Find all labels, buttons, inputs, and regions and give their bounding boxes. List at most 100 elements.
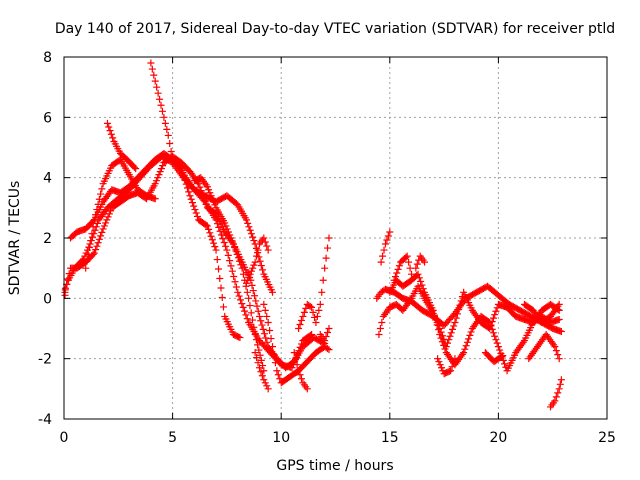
data-point-marker xyxy=(221,219,229,227)
data-point-marker xyxy=(437,364,445,372)
data-point-marker xyxy=(309,308,317,316)
data-point-marker xyxy=(274,371,282,379)
data-point-marker xyxy=(461,345,469,353)
data-point-marker xyxy=(451,318,459,326)
data-point-marker xyxy=(412,264,420,272)
data-point-marker xyxy=(465,335,473,343)
data-point-marker xyxy=(556,380,564,388)
data-point-marker xyxy=(256,257,264,265)
data-point-marker xyxy=(150,71,158,79)
data-point-marker xyxy=(242,311,250,319)
data-point-marker xyxy=(64,275,72,283)
data-point-marker xyxy=(252,297,260,305)
data-point-marker xyxy=(105,210,113,218)
x-tick-label: 20 xyxy=(489,430,507,446)
data-point-marker xyxy=(155,171,163,179)
data-point-marker xyxy=(98,185,106,193)
y-axis-label: SDTVAR / TECUs xyxy=(7,181,23,296)
data-point-marker xyxy=(148,65,156,73)
data-point-marker xyxy=(324,244,332,252)
y-tick-label: 6 xyxy=(43,110,52,126)
data-point-marker xyxy=(491,332,499,340)
data-point-marker xyxy=(260,330,268,338)
data-point-marker xyxy=(403,252,411,260)
data-point-marker xyxy=(462,342,470,350)
data-point-marker xyxy=(103,119,111,127)
data-point-marker xyxy=(228,237,236,245)
data-point-marker xyxy=(447,329,455,337)
data-point-marker xyxy=(246,226,254,234)
data-point-marker xyxy=(86,240,94,248)
data-point-marker xyxy=(92,211,100,219)
data-point-marker xyxy=(249,233,257,241)
data-point-marker xyxy=(413,260,421,268)
data-point-marker xyxy=(252,336,260,344)
data-point-marker xyxy=(296,320,304,328)
data-point-marker xyxy=(297,375,305,383)
data-point-marker xyxy=(187,195,195,203)
data-point-marker xyxy=(264,246,272,254)
data-point-marker xyxy=(253,302,261,310)
data-point-marker xyxy=(193,212,201,220)
data-point-marker xyxy=(89,223,97,231)
data-point-marker xyxy=(383,236,391,244)
data-point-marker xyxy=(167,148,175,156)
data-point-marker xyxy=(493,339,501,347)
y-tick-label: -2 xyxy=(38,352,52,368)
data-point-marker xyxy=(232,247,240,255)
data-point-marker xyxy=(269,343,277,351)
data-point-marker xyxy=(82,264,90,272)
data-point-marker xyxy=(435,358,443,366)
data-point-marker xyxy=(254,359,262,367)
data-point-marker xyxy=(158,107,166,115)
data-point-marker xyxy=(218,293,226,301)
data-point-marker xyxy=(446,332,454,340)
data-point-marker xyxy=(395,262,403,270)
data-point-marker xyxy=(436,331,444,339)
data-point-marker xyxy=(499,356,507,364)
data-point-marker xyxy=(293,361,301,369)
data-point-marker xyxy=(217,284,225,292)
data-point-marker xyxy=(434,355,442,363)
data-point-marker xyxy=(192,209,200,217)
data-point-marker xyxy=(554,302,562,310)
data-point-marker xyxy=(235,333,243,341)
data-point-marker xyxy=(433,321,441,329)
axis-ticks xyxy=(63,56,608,420)
data-point-marker xyxy=(94,219,102,227)
data-point-marker xyxy=(90,249,98,257)
data-points-layer xyxy=(61,59,565,411)
data-point-marker xyxy=(85,243,93,251)
data-point-marker xyxy=(228,267,236,275)
data-point-marker xyxy=(418,281,426,289)
data-point-marker xyxy=(321,264,329,272)
data-point-marker xyxy=(236,334,244,342)
data-point-marker xyxy=(223,225,231,233)
data-point-marker xyxy=(445,336,453,344)
data-point-marker xyxy=(263,382,271,390)
data-point-marker xyxy=(555,385,563,393)
data-point-marker xyxy=(552,393,560,401)
data-point-marker xyxy=(157,165,165,173)
data-point-marker xyxy=(231,278,239,286)
data-point-marker xyxy=(245,223,253,231)
y-tick-label: 8 xyxy=(43,50,52,66)
data-point-marker xyxy=(251,292,259,300)
data-point-marker xyxy=(405,258,413,266)
data-point-marker xyxy=(203,222,211,230)
data-point-marker xyxy=(249,264,257,272)
data-point-marker xyxy=(260,300,268,308)
data-point-marker xyxy=(501,360,509,368)
data-point-marker xyxy=(87,237,95,245)
data-point-marker xyxy=(551,343,559,351)
data-point-marker xyxy=(273,367,281,375)
data-point-marker xyxy=(259,325,267,333)
data-point-marker xyxy=(484,318,492,326)
data-point-marker xyxy=(238,300,246,308)
data-point-marker xyxy=(552,347,560,355)
data-point-marker xyxy=(222,222,230,230)
data-point-marker xyxy=(380,246,388,254)
data-point-marker xyxy=(239,303,247,311)
data-point-marker xyxy=(448,325,456,333)
data-point-marker xyxy=(324,329,332,337)
